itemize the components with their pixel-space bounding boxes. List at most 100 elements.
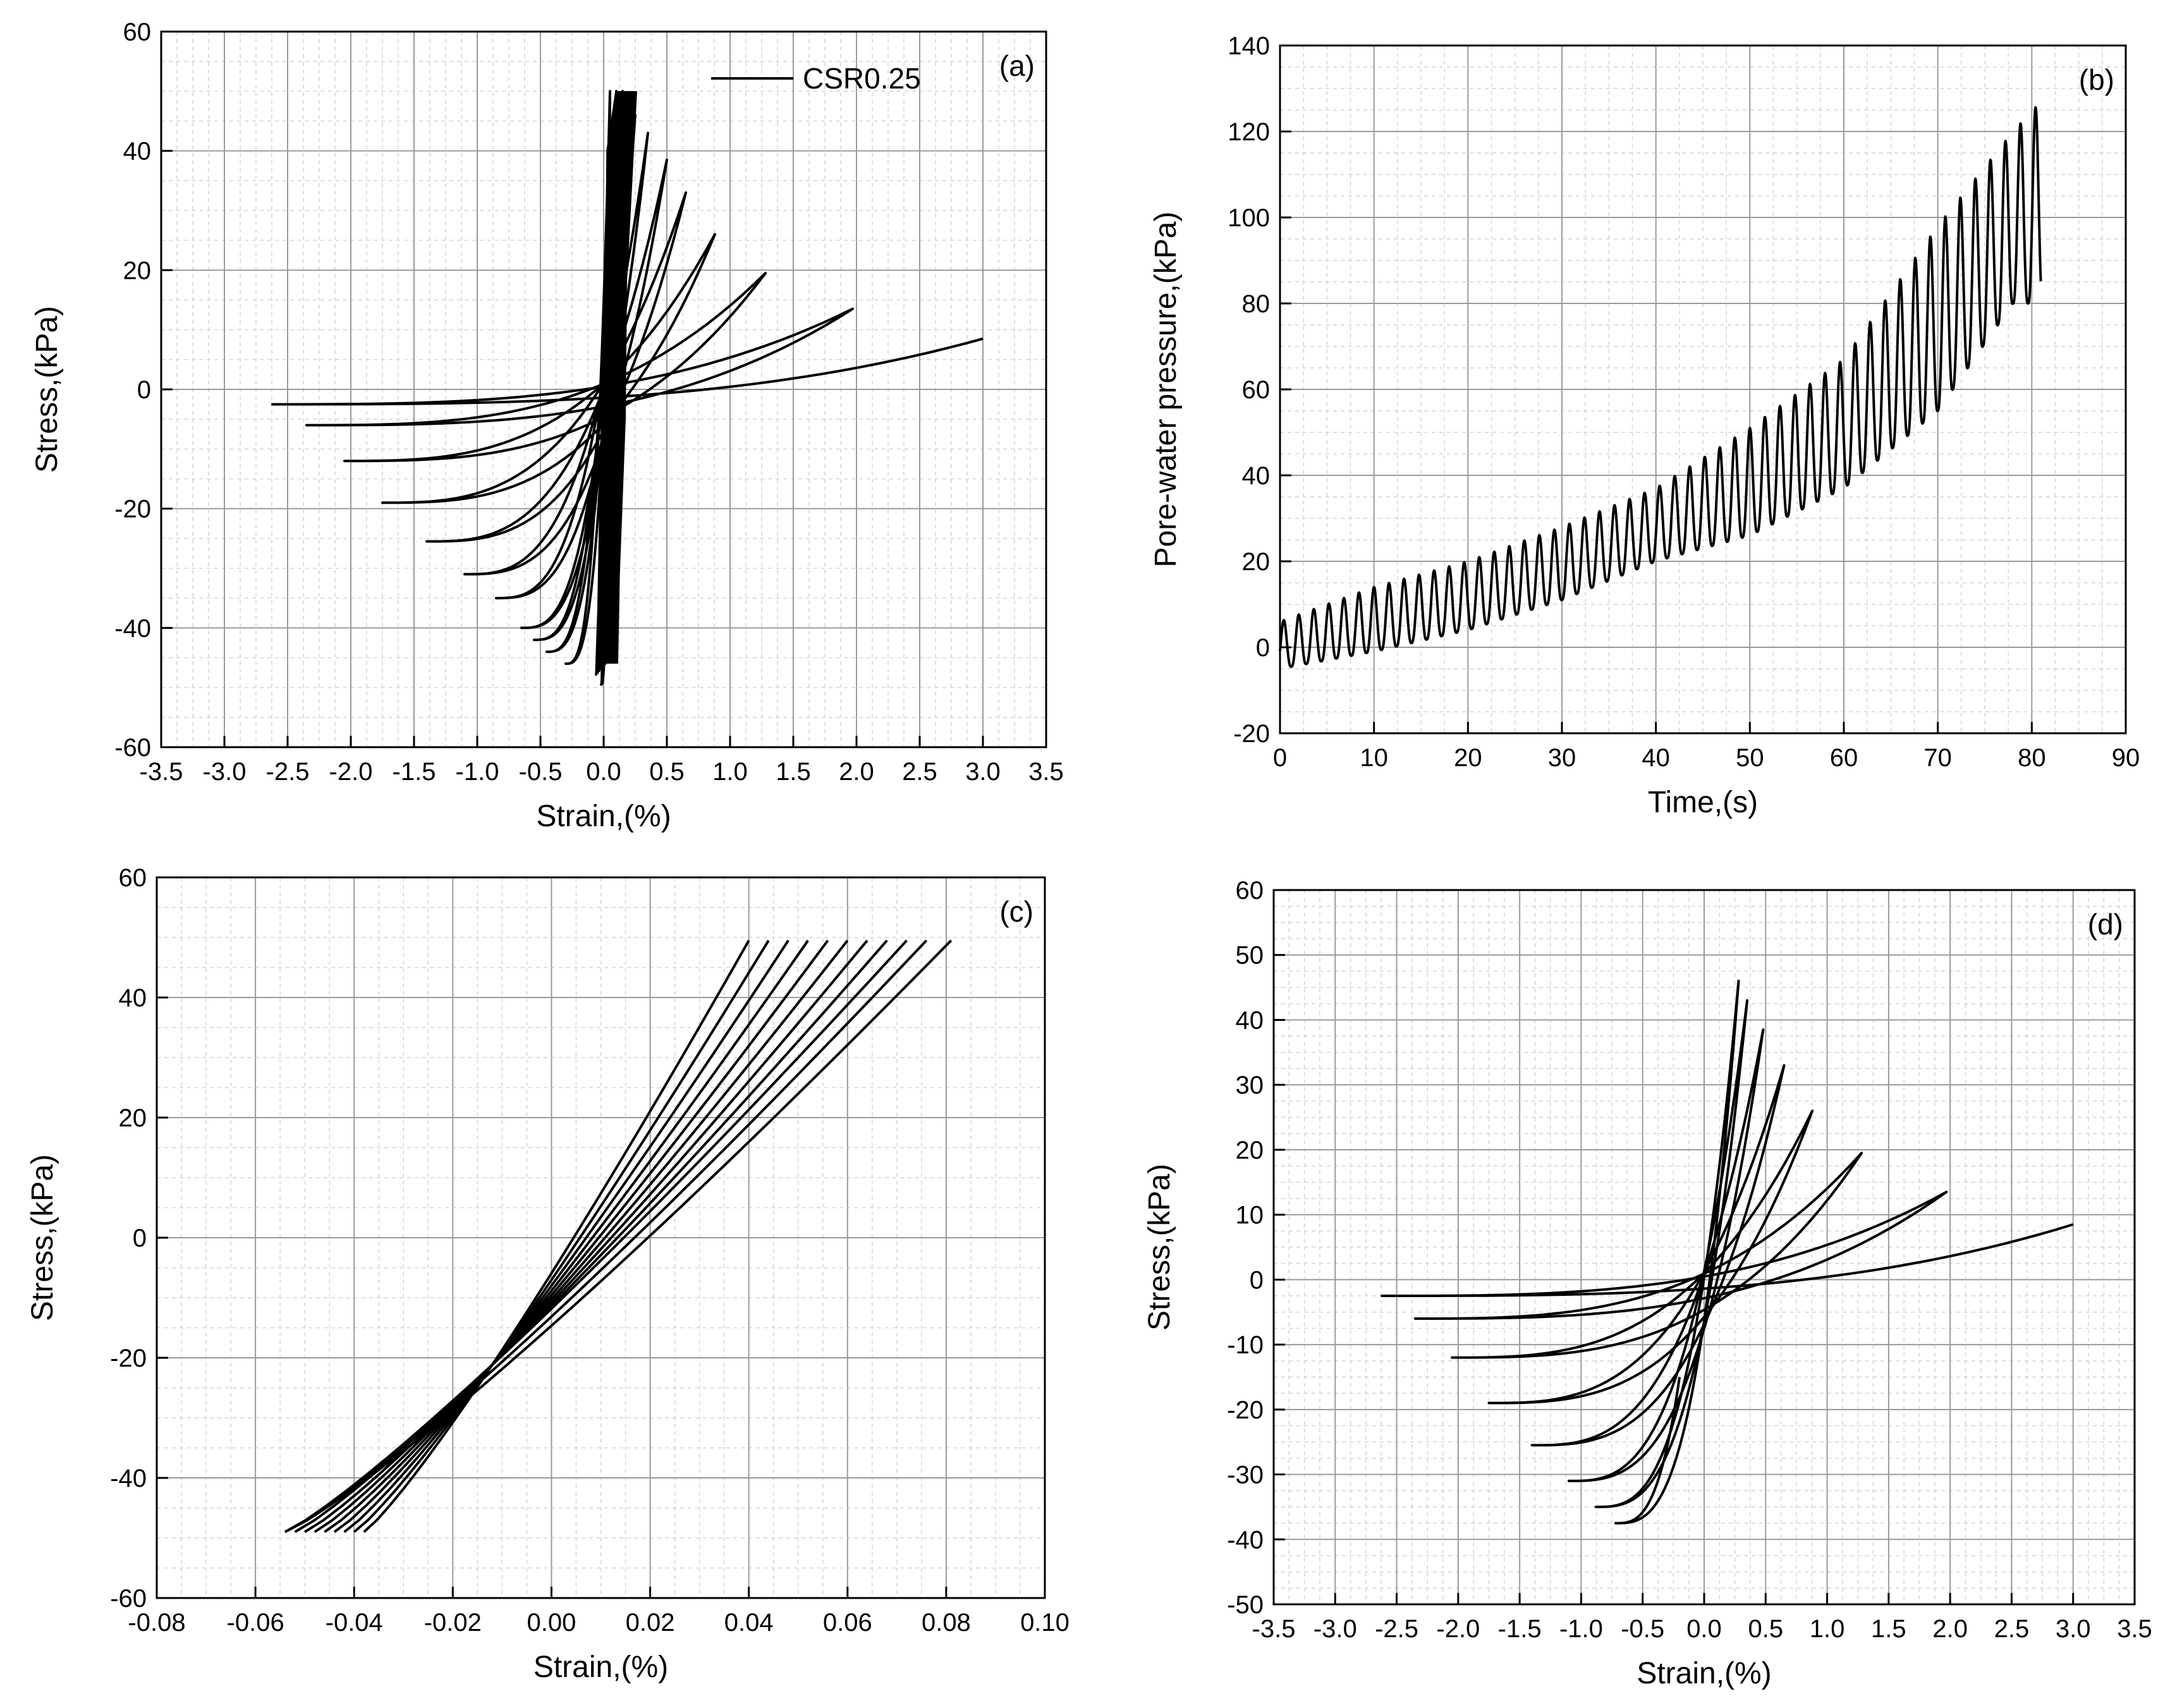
early-cycle-loop (614, 91, 637, 664)
panel-a-y-tick-label: 20 (123, 257, 152, 284)
panel-d: -3.5 -3.0 -2.5 -2.0 -1.5 -1.0 -0.5 0.0 0.5 1.0 1.5… (1143, 877, 2152, 1690)
panel-a-x-tick-label: 2.5 (902, 758, 937, 786)
panel-b-y-tick-label: 40 (1242, 462, 1271, 490)
panel-c-x-tick-label: 0.06 (823, 1609, 872, 1637)
panel-b-y-tick-label: 60 (1242, 376, 1271, 404)
panel-c-y-tick-label: -20 (110, 1345, 147, 1372)
panel-a-y-tick-label: 60 (123, 18, 152, 46)
panel-c: -0.08 -0.06 -0.04 -0.02 0.00 0.02 0.04 0.06 0.08… (26, 864, 1070, 1684)
panel-b-y-tick-label: 0 (1256, 634, 1270, 662)
panel-b-x-tick-label: 50 (1736, 744, 1764, 772)
panel-b-x-axis-label: Time,(s) (1648, 786, 1758, 819)
panel-c-x-tick-label: 0.04 (724, 1609, 774, 1637)
panel-a-y-tick-label: 0 (137, 376, 151, 404)
panel-a-x-tick-label: -2.5 (266, 758, 310, 786)
panel-d-y-tick-label: -30 (1227, 1461, 1264, 1489)
panel-a-x-tick-label: 3.0 (965, 758, 1001, 786)
panel-c-x-tick-label: -0.04 (326, 1609, 383, 1637)
panel-a-x-tick-label: -0.5 (519, 758, 563, 786)
panel-a-ticks: -3.5 -3.0 -2.5 -2.0 -1.5 -1.0 -0.5 0.0 0.5 1.0 1.5… (114, 18, 1064, 786)
panel-a-x-tick-label: 0.0 (586, 758, 621, 786)
panel-d-series (1381, 979, 2074, 1525)
panel-b-x-tick-label: 80 (2018, 744, 2046, 772)
panel-b-x-tick-label: 10 (1360, 744, 1388, 772)
hysteresis-curve (1381, 979, 2074, 1525)
panel-d-x-tick-label: 2.0 (1932, 1615, 1968, 1643)
panel-a-x-tick-label: 3.5 (1028, 758, 1064, 786)
panel-d-x-tick-label: 0.5 (1748, 1615, 1783, 1643)
panel-d-x-tick-label: 0.0 (1686, 1615, 1722, 1643)
panel-d-x-tick-label: -3.5 (1252, 1615, 1296, 1643)
panel-c-y-tick-label: -40 (110, 1465, 147, 1492)
panel-a-x-tick-label: 0.5 (649, 758, 685, 786)
panel-d-label: (d) (2088, 908, 2123, 941)
panel-b-y-tick-label: -20 (1233, 720, 1270, 748)
panel-d-x-tick-label: 3.0 (2056, 1615, 2091, 1643)
panel-d-x-tick-label: 3.5 (2117, 1615, 2152, 1643)
panel-b-x-tick-label: 60 (1830, 744, 1858, 772)
panel-a-grid (161, 31, 1047, 748)
panel-a-x-tick-label: -3.5 (140, 758, 183, 786)
panel-b-y-tick-label: 140 (1228, 32, 1270, 60)
panel-b-label: (b) (2079, 63, 2114, 96)
panel-b-series (1279, 106, 2042, 668)
panel-d-y-tick-label: 50 (1236, 942, 1264, 970)
panel-b-y-tick-label: 120 (1228, 118, 1270, 146)
panel-c-x-axis-label: Strain,(%) (533, 1650, 668, 1684)
panel-b-x-tick-label: 40 (1642, 744, 1670, 772)
panel-a-x-tick-label: 2.0 (839, 758, 874, 786)
panel-d-x-axis-label: Strain,(%) (1637, 1657, 1771, 1690)
early-cycle-loop (284, 939, 908, 1534)
panel-c-ticks: -0.08 -0.06 -0.04 -0.02 0.00 0.02 0.04 0.06 0.08… (110, 864, 1070, 1637)
panel-d-x-tick-label: 2.5 (1994, 1615, 2030, 1643)
panel-a-y-tick-label: -60 (114, 734, 151, 762)
panel-c-y-tick-label: 20 (119, 1104, 147, 1132)
panel-d-y-tick-label: 40 (1236, 1006, 1264, 1034)
panel-d-y-tick-label: -50 (1227, 1591, 1264, 1619)
panel-c-x-tick-label: -0.02 (424, 1609, 482, 1637)
panel-d-ticks: -3.5 -3.0 -2.5 -2.0 -1.5 -1.0 -0.5 0.0 0.5 1.0 1.5… (1227, 877, 2152, 1643)
panel-d-y-tick-label: 60 (1236, 877, 1264, 905)
panel-c-x-tick-label: 0.02 (626, 1609, 675, 1637)
panel-b-x-tick-label: 30 (1548, 744, 1576, 772)
panel-a-x-tick-label: -2.0 (329, 758, 373, 786)
panel-b: 0 10 20 30 40 50 60 70 80 90-20020406080100120140… (1149, 32, 2140, 819)
panel-a: -3.5 -3.0 -2.5 -2.0 -1.5 -1.0 -0.5 0.0 0.5 1.0 1.5… (30, 18, 1064, 833)
panel-b-x-tick-label: 0 (1273, 744, 1287, 772)
panel-b-y-tick-label: 100 (1228, 204, 1270, 232)
panel-c-x-tick-label: 0.08 (922, 1609, 971, 1637)
hysteresis-curve (271, 90, 984, 686)
panel-c-y-tick-label: 40 (119, 984, 147, 1012)
panel-d-y-tick-label: 20 (1236, 1137, 1264, 1164)
panel-a-y-tick-label: -20 (114, 496, 151, 523)
panel-a-x-tick-label: -1.5 (393, 758, 436, 786)
panel-d-x-tick-label: -0.5 (1621, 1615, 1664, 1643)
panel-a-x-tick-label: 1.0 (712, 758, 748, 786)
panel-d-y-tick-label: 0 (1250, 1266, 1264, 1294)
early-cycle-loop (284, 939, 953, 1534)
panel-a-x-axis-label: Strain,(%) (536, 800, 671, 833)
panel-d-y-axis-label: Stress,(kPa) (1143, 1164, 1176, 1331)
panel-c-x-tick-label: -0.08 (128, 1609, 185, 1637)
panel-c-x-tick-label: 0.10 (1020, 1609, 1070, 1637)
panel-c-x-tick-label: -0.06 (227, 1609, 284, 1637)
panel-d-y-tick-label: 10 (1236, 1202, 1264, 1229)
panel-b-y-axis-label: Pore-water pressure,(kPa) (1149, 212, 1183, 568)
panel-d-y-tick-label: -10 (1227, 1331, 1264, 1359)
pore-pressure-line (1279, 106, 2042, 668)
panel-a-label: (a) (999, 49, 1035, 82)
panel-a-legend-entry: CSR0.25 (803, 62, 921, 95)
panel-c-series (284, 939, 953, 1534)
panel-d-x-tick-label: 1.5 (1871, 1615, 1906, 1643)
panel-b-x-tick-label: 90 (2112, 744, 2140, 772)
panel-a-x-tick-label: 1.5 (776, 758, 811, 786)
panel-c-y-tick-label: -60 (110, 1585, 147, 1613)
panel-d-x-tick-label: -2.0 (1436, 1615, 1480, 1643)
panel-a-series (271, 90, 984, 686)
panel-a-y-tick-label: -40 (114, 614, 151, 642)
panel-b-y-tick-label: 20 (1242, 548, 1271, 576)
panel-c-y-axis-label: Stress,(kPa) (26, 1154, 59, 1321)
